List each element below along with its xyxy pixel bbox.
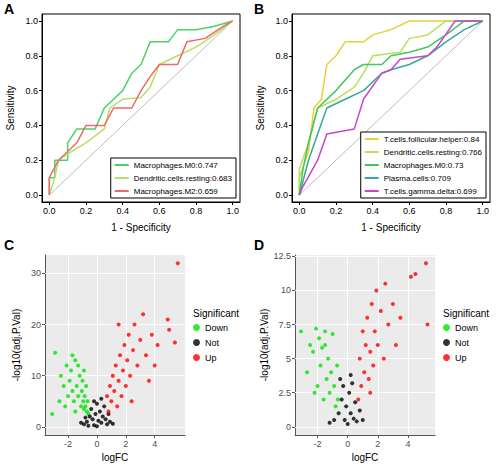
svg-text:0.8: 0.8 <box>25 51 38 61</box>
svg-text:1.0: 1.0 <box>25 16 38 26</box>
svg-text:2: 2 <box>375 439 380 449</box>
svg-text:T.cells.follicular.helper:0.84: T.cells.follicular.helper:0.84 <box>384 135 480 144</box>
svg-text:0.4: 0.4 <box>366 206 379 216</box>
svg-text:10: 10 <box>31 371 41 381</box>
svg-text:Significant: Significant <box>443 308 489 319</box>
svg-text:0.2: 0.2 <box>330 206 343 216</box>
svg-text:4: 4 <box>405 439 410 449</box>
svg-text:7.5: 7.5 <box>278 320 291 330</box>
svg-text:0.6: 0.6 <box>25 86 38 96</box>
svg-text:Macrophages.M2:0.659: Macrophages.M2:0.659 <box>134 187 219 196</box>
svg-text:0.0: 0.0 <box>275 190 288 200</box>
svg-text:0.4: 0.4 <box>25 120 38 130</box>
svg-text:0.8: 0.8 <box>190 206 203 216</box>
svg-text:0.6: 0.6 <box>403 206 416 216</box>
svg-text:0.4: 0.4 <box>275 120 288 130</box>
svg-text:A: A <box>4 1 14 17</box>
svg-text:Up: Up <box>455 353 467 363</box>
svg-text:0.4: 0.4 <box>116 206 129 216</box>
svg-text:Dendritic.cells.resting:0.766: Dendritic.cells.resting:0.766 <box>384 148 483 157</box>
svg-text:1 - Specificity: 1 - Specificity <box>111 222 170 233</box>
svg-text:1.0: 1.0 <box>226 206 239 216</box>
svg-text:Macrophages.M0:0.747: Macrophages.M0:0.747 <box>134 161 219 170</box>
svg-text:-log10(adj.P.Val): -log10(adj.P.Val) <box>259 309 270 381</box>
svg-text:Not: Not <box>205 338 220 348</box>
svg-text:0: 0 <box>286 422 291 432</box>
svg-text:Plasma.cells:0.709: Plasma.cells:0.709 <box>384 174 452 183</box>
svg-text:Not: Not <box>455 338 470 348</box>
svg-text:Dendritic.cells.resting:0.683: Dendritic.cells.resting:0.683 <box>134 174 233 183</box>
svg-text:Sensitivity: Sensitivity <box>5 85 16 130</box>
svg-text:-log10(adj.P.Val): -log10(adj.P.Val) <box>11 309 22 381</box>
svg-text:logFC: logFC <box>102 452 129 463</box>
svg-text:Macrophages.M0:0.73: Macrophages.M0:0.73 <box>384 161 464 170</box>
svg-text:0.8: 0.8 <box>275 51 288 61</box>
svg-text:1.0: 1.0 <box>476 206 489 216</box>
svg-text:0.2: 0.2 <box>25 155 38 165</box>
svg-text:0.2: 0.2 <box>80 206 93 216</box>
svg-text:1 - Specificity: 1 - Specificity <box>361 222 420 233</box>
svg-text:0.2: 0.2 <box>275 155 288 165</box>
svg-text:0: 0 <box>345 439 350 449</box>
svg-text:-2: -2 <box>314 439 322 449</box>
svg-text:0.0: 0.0 <box>293 206 306 216</box>
svg-text:Sensitivity: Sensitivity <box>255 85 266 130</box>
svg-text:10: 10 <box>281 285 291 295</box>
svg-text:0: 0 <box>36 422 41 432</box>
svg-text:Up: Up <box>205 353 217 363</box>
svg-text:5: 5 <box>286 354 291 364</box>
svg-text:0: 0 <box>94 439 99 449</box>
svg-text:T.cells.gamma.delta:0.699: T.cells.gamma.delta:0.699 <box>384 187 477 196</box>
svg-text:logFC: logFC <box>352 452 379 463</box>
svg-text:2.5: 2.5 <box>278 388 291 398</box>
svg-text:D: D <box>254 237 264 253</box>
svg-text:20: 20 <box>31 320 41 330</box>
svg-text:30: 30 <box>31 268 41 278</box>
svg-text:0.6: 0.6 <box>153 206 166 216</box>
svg-text:1.0: 1.0 <box>275 16 288 26</box>
svg-text:0.0: 0.0 <box>43 206 56 216</box>
svg-text:Significant: Significant <box>193 308 239 319</box>
svg-text:2: 2 <box>123 439 128 449</box>
svg-text:0.8: 0.8 <box>440 206 453 216</box>
svg-text:-2: -2 <box>64 439 72 449</box>
svg-text:0.0: 0.0 <box>25 190 38 200</box>
svg-text:B: B <box>254 1 264 17</box>
svg-text:Down: Down <box>205 323 228 333</box>
svg-text:4: 4 <box>152 439 157 449</box>
svg-text:Down: Down <box>455 323 478 333</box>
svg-text:C: C <box>4 237 14 253</box>
svg-text:0.6: 0.6 <box>275 86 288 96</box>
svg-text:12.5: 12.5 <box>273 251 291 261</box>
